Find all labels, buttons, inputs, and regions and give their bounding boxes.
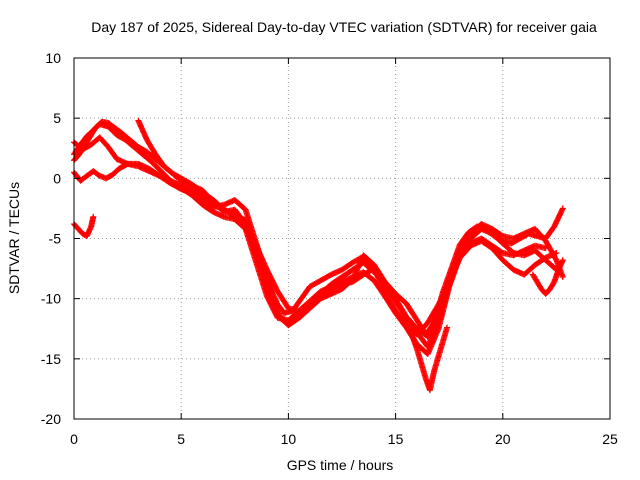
y-axis-label: SDTVAR / TECUs xyxy=(6,182,22,294)
x-tick-label: 25 xyxy=(602,431,618,447)
x-tick-label: 20 xyxy=(495,431,511,447)
axis-ticks: 0 5 10 15 20 25 -20 -15 -10 -5 0 5 10 xyxy=(41,50,618,447)
data-point xyxy=(559,274,566,281)
series-track-f xyxy=(71,213,97,240)
y-tick-label: -5 xyxy=(49,231,62,247)
series-track-g xyxy=(409,324,451,394)
y-tick-label: 5 xyxy=(53,110,61,126)
y-tick-label: -15 xyxy=(41,351,61,367)
x-tick-label: 10 xyxy=(281,431,297,447)
data-point xyxy=(559,257,566,264)
data-point xyxy=(559,205,566,212)
grid-lines xyxy=(74,58,610,419)
chart-title: Day 187 of 2025, Sidereal Day-to-day VTE… xyxy=(91,19,597,35)
x-tick-label: 15 xyxy=(388,431,404,447)
y-tick-label: -20 xyxy=(41,411,61,427)
x-tick-label: 5 xyxy=(177,431,185,447)
data-point xyxy=(90,213,97,220)
x-tick-label: 0 xyxy=(70,431,78,447)
y-tick-label: -10 xyxy=(41,291,61,307)
series-track-c xyxy=(71,160,560,338)
data-markers xyxy=(71,117,566,394)
series-track-h xyxy=(529,257,566,297)
y-tick-label: 0 xyxy=(53,170,61,186)
data-point xyxy=(444,324,451,331)
x-axis-label: GPS time / hours xyxy=(287,457,394,473)
y-tick-label: 10 xyxy=(45,50,61,66)
series-track-e xyxy=(71,118,566,350)
